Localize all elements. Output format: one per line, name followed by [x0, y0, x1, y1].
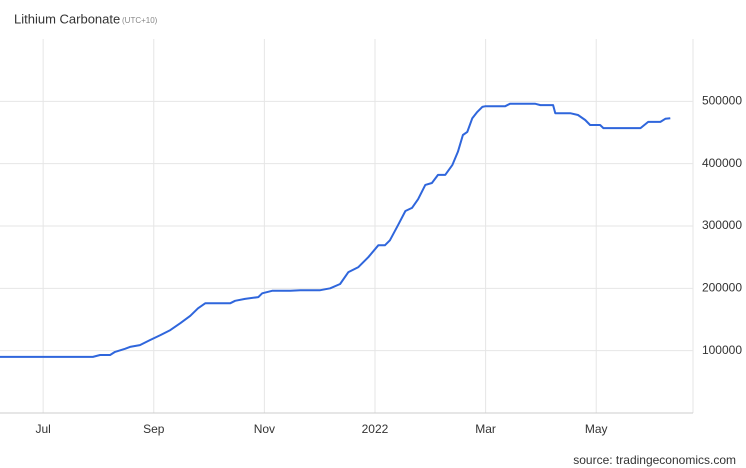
chart-subtitle: (UTC+10): [122, 16, 158, 25]
x-tick-label: May: [585, 422, 608, 436]
chart-title: Lithium Carbonate: [14, 11, 120, 26]
y-tick-label: 300000: [702, 218, 742, 232]
x-tick-label: Nov: [254, 422, 275, 436]
y-tick-label: 400000: [702, 156, 742, 170]
y-tick-label: 200000: [702, 281, 742, 295]
y-tick-label: 500000: [702, 94, 742, 108]
source: source: tradingeconomics.com: [573, 453, 736, 467]
data-line: [0, 102, 671, 358]
x-tick-label: Sep: [143, 422, 165, 436]
y-tick-label: 100000: [702, 343, 742, 357]
x-tick-label: Mar: [475, 422, 496, 436]
x-tick-label: Jul: [35, 422, 50, 436]
x-tick-label: 2022: [362, 422, 389, 436]
